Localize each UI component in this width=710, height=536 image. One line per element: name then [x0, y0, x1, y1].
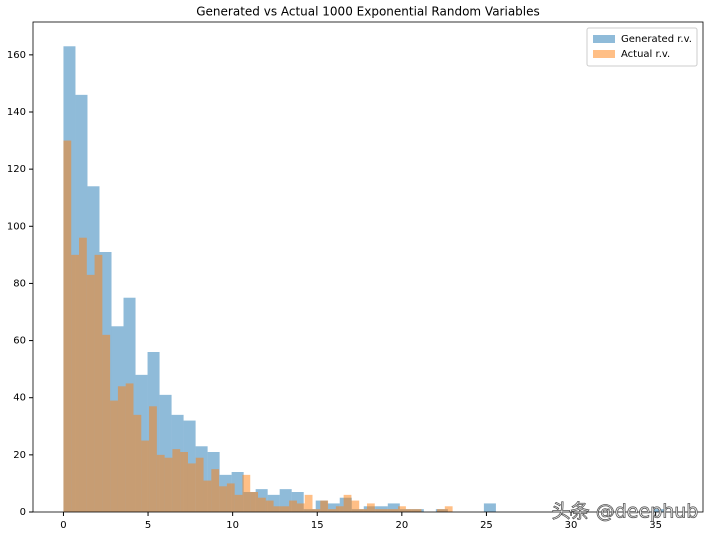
histogram-bar	[94, 254, 103, 512]
x-tick-label: 10	[226, 520, 239, 531]
histogram-bar	[211, 469, 220, 512]
histogram-bar	[359, 509, 367, 512]
histogram-bar	[652, 509, 665, 512]
histogram-bar	[413, 509, 422, 512]
histogram-bar	[195, 457, 204, 512]
histogram-bar	[180, 452, 188, 512]
histogram-bar	[164, 457, 173, 512]
histogram-bar	[366, 503, 375, 512]
histogram-bar	[71, 254, 80, 512]
x-tick-label: 5	[145, 520, 151, 531]
histogram-bar	[374, 509, 383, 512]
histogram-bar	[172, 449, 181, 512]
histogram-bar	[242, 474, 251, 512]
histogram-bar	[437, 509, 445, 512]
histogram-bar	[304, 494, 313, 512]
histogram-bar	[203, 480, 212, 512]
chart-title: Generated vs Actual 1000 Exponential Ran…	[196, 5, 540, 19]
watermark: 头条 @deephub	[552, 501, 699, 523]
histogram-bar	[219, 486, 227, 512]
y-tick-label: 120	[7, 164, 26, 175]
histogram-bar	[320, 500, 329, 512]
histogram-bar	[335, 506, 344, 512]
histogram-bar	[327, 503, 340, 512]
y-tick-label: 140	[7, 107, 26, 118]
histogram-bar	[405, 509, 414, 512]
histogram-bar	[141, 440, 150, 512]
histogram-bar	[149, 406, 157, 512]
y-tick-label: 160	[7, 50, 26, 61]
histogram-bar	[86, 274, 95, 512]
histogram-bar	[226, 483, 235, 512]
legend-label: Actual r.v.	[621, 49, 670, 60]
x-tick-label: 15	[311, 520, 324, 531]
legend-label: Generated r.v.	[621, 34, 692, 45]
histogram-bar	[312, 509, 321, 512]
y-tick-label: 0	[20, 507, 26, 518]
histogram-bar	[444, 506, 453, 512]
y-tick-label: 20	[13, 450, 26, 461]
y-tick-label: 100	[7, 221, 26, 232]
histogram-bar	[483, 503, 496, 512]
histogram-bar	[117, 386, 126, 512]
histogram-bar	[234, 494, 243, 512]
legend-swatch	[593, 35, 615, 43]
histogram-bar	[343, 494, 352, 512]
x-tick-label: 30	[565, 520, 578, 531]
histogram-bar	[387, 503, 400, 512]
histogram-bar	[328, 509, 336, 512]
histogram-bar	[265, 500, 274, 512]
histogram-bar	[63, 140, 72, 513]
y-tick-label: 60	[13, 336, 26, 347]
x-tick-label: 35	[649, 520, 662, 531]
legend-swatch	[593, 50, 615, 58]
histogram-bar	[133, 414, 142, 512]
histogram-bar	[390, 509, 399, 512]
histogram-bar	[187, 463, 196, 512]
x-tick-label: 0	[60, 520, 66, 531]
x-tick-label: 20	[395, 520, 408, 531]
histogram-bar	[273, 506, 282, 512]
histogram-bar	[79, 237, 87, 512]
histogram-bar	[351, 500, 360, 512]
plot-frame	[32, 21, 704, 513]
histogram-bar	[156, 454, 165, 512]
histogram-bar	[258, 497, 266, 512]
histogram-bar	[382, 509, 391, 512]
y-tick-label: 40	[13, 393, 26, 404]
histogram-bar	[250, 492, 259, 512]
histogram-bar	[102, 334, 111, 512]
histogram-bar	[125, 383, 134, 512]
histogram-bar	[296, 503, 305, 512]
x-tick-label: 25	[480, 520, 493, 531]
y-tick-label: 80	[13, 278, 26, 289]
histogram-bar	[398, 506, 406, 512]
histogram-bar	[110, 400, 118, 512]
histogram-bar	[289, 500, 297, 512]
histogram-bar	[281, 506, 290, 512]
